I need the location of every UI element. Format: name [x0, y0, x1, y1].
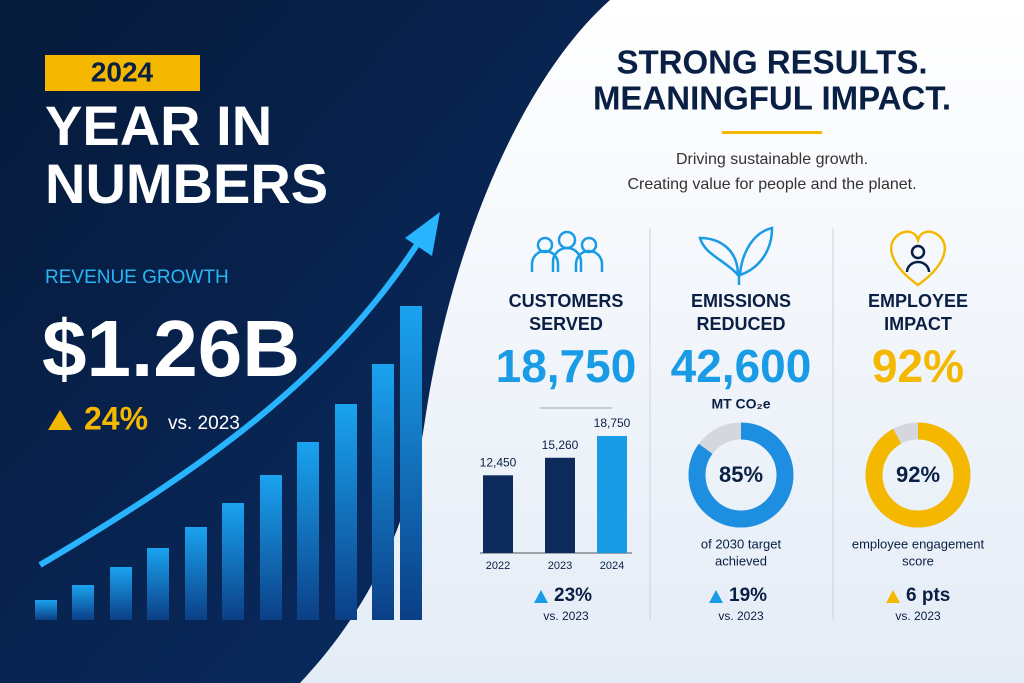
dark-panel — [0, 0, 610, 683]
unit: MT CO₂e — [711, 396, 770, 412]
up-triangle — [48, 410, 72, 430]
category: 2023 — [548, 560, 572, 572]
caption: employee engagement — [852, 536, 985, 551]
icon-leaf — [698, 226, 774, 285]
category: 2022 — [486, 560, 510, 572]
panel-value: 42,600 — [671, 340, 812, 392]
caption: score — [902, 553, 934, 568]
growth: 24% — [84, 400, 148, 436]
change: 6 pts — [906, 585, 950, 606]
year: 2024 — [91, 56, 154, 87]
bar — [597, 436, 627, 553]
bar-label: 15,260 — [542, 438, 579, 452]
up-triangle — [709, 590, 723, 603]
growth-arrow — [38, 238, 423, 568]
bar — [483, 475, 513, 553]
bar — [545, 457, 575, 553]
compare: vs. 2023 — [718, 609, 764, 623]
bar-label: 18,750 — [594, 416, 631, 430]
panel-title: SERVED — [529, 314, 603, 334]
year-badge — [45, 55, 200, 91]
up-triangle — [886, 590, 900, 603]
panel-title: CUSTOMERS — [509, 291, 624, 311]
category: 2024 — [600, 560, 624, 572]
bar-label: 12,450 — [480, 455, 517, 469]
decor-bars — [35, 306, 422, 620]
donut-arc — [688, 422, 794, 528]
arrow-head — [405, 212, 440, 256]
change: 23% — [554, 585, 592, 606]
panel-title: EMISSIONS — [691, 291, 791, 311]
icon-heart — [889, 230, 947, 287]
underline — [722, 131, 822, 134]
panel-value: 92% — [872, 340, 964, 392]
hero-subtitle: Driving sustainable growth. — [676, 151, 868, 168]
panel-value: 18,750 — [496, 340, 637, 392]
revenue-label: REVENUE GROWTH — [45, 267, 229, 288]
headline: NUMBERS — [45, 152, 328, 215]
hero-subtitle: Creating value for people and the planet… — [627, 176, 916, 193]
panel-title: REDUCED — [696, 314, 785, 334]
revenue-value: $1.26B — [42, 304, 300, 393]
compare: vs. 2023 — [895, 609, 941, 623]
icon-people — [530, 230, 604, 272]
headline: YEAR IN — [45, 94, 272, 157]
growth-compare: vs. 2023 — [168, 413, 240, 434]
donut-arc — [865, 422, 971, 528]
panel-title: IMPACT — [884, 314, 952, 334]
donut-label: 92% — [896, 462, 940, 487]
hero-title: MEANINGFUL IMPACT. — [593, 80, 951, 117]
caption: of 2030 target — [701, 536, 782, 551]
donut-label: 85% — [719, 462, 763, 487]
compare: vs. 2023 — [543, 609, 589, 623]
panel-title: EMPLOYEE — [868, 291, 968, 311]
change: 19% — [729, 585, 767, 606]
up-triangle — [534, 590, 548, 603]
caption: achieved — [715, 553, 767, 568]
hero-title: STRONG RESULTS. — [616, 44, 927, 81]
